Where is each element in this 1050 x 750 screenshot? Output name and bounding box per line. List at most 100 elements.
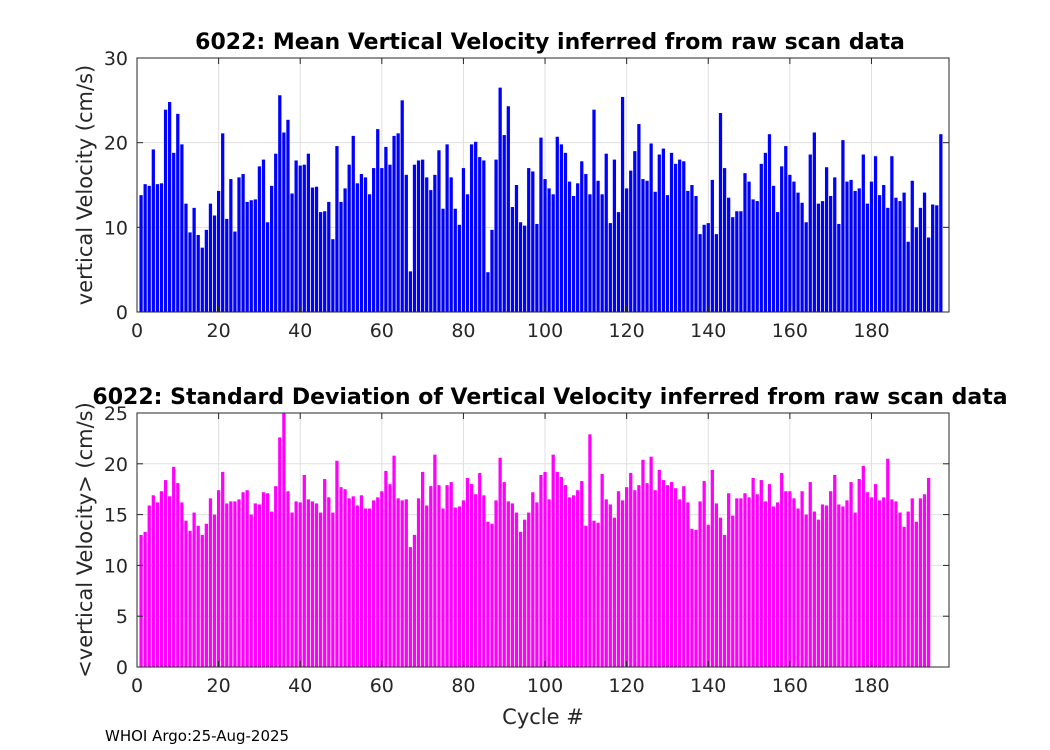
mean-bar xyxy=(551,194,555,312)
std-bar xyxy=(771,506,776,667)
std-bar xyxy=(604,499,608,667)
std-bar xyxy=(229,501,233,667)
mean-bar xyxy=(367,194,372,312)
mean-x-tick-label: 120 xyxy=(609,320,645,342)
mean-bar xyxy=(314,186,319,312)
std-bar xyxy=(139,534,143,667)
mean-bar xyxy=(245,201,249,312)
mean-bar xyxy=(559,144,563,312)
std-bar xyxy=(706,524,710,667)
std-bar xyxy=(359,495,364,667)
std-bar xyxy=(514,512,519,667)
mean-bar xyxy=(380,168,384,312)
mean-bar xyxy=(461,168,466,312)
std-bar xyxy=(555,471,559,667)
std-y-tick-label: 5 xyxy=(116,606,128,628)
mean-bar xyxy=(376,129,380,312)
std-bar xyxy=(486,521,490,667)
std-bar xyxy=(878,500,882,667)
std-bar xyxy=(339,487,343,667)
mean-bar xyxy=(237,177,241,312)
std-bar xyxy=(237,499,241,667)
mean-bar xyxy=(812,132,816,312)
std-bar xyxy=(441,508,445,667)
mean-bar xyxy=(563,152,568,312)
mean-bar xyxy=(486,272,490,312)
mean-x-tick-label: 140 xyxy=(690,320,726,342)
mean-bar xyxy=(841,140,845,312)
mean-bar xyxy=(771,185,776,312)
mean-bar xyxy=(922,192,927,312)
mean-bar xyxy=(412,164,417,312)
std-bar xyxy=(498,457,502,667)
std-bar xyxy=(547,499,551,667)
std-bar xyxy=(829,491,833,667)
std-y-tick-label: 10 xyxy=(104,555,128,577)
mean-bar xyxy=(347,164,351,312)
std-bar xyxy=(298,502,302,667)
mean-bar xyxy=(792,181,796,312)
std-bar xyxy=(727,493,731,667)
std-bar xyxy=(714,503,719,667)
mean-bar xyxy=(518,222,523,312)
mean-bar xyxy=(392,135,396,312)
std-bar xyxy=(894,501,898,667)
mean-bar xyxy=(824,167,829,312)
std-bar xyxy=(543,471,547,667)
mean-x-tick-label: 20 xyxy=(207,320,231,342)
std-bar xyxy=(767,484,772,667)
mean-bar xyxy=(527,168,531,312)
std-bar xyxy=(351,496,355,667)
mean-bar xyxy=(833,177,837,312)
std-bar xyxy=(531,492,535,667)
std-bar xyxy=(669,482,674,667)
mean-bar xyxy=(567,181,572,312)
std-bar xyxy=(327,497,331,667)
std-bar xyxy=(151,495,155,667)
std-bar xyxy=(408,547,413,667)
mean-bar xyxy=(608,223,612,312)
std-bar xyxy=(576,490,580,667)
mean-bar xyxy=(355,183,359,312)
mean-bar xyxy=(531,171,535,312)
mean-chart-title: 6022: Mean Vertical Velocity inferred fr… xyxy=(195,30,905,55)
std-bar xyxy=(163,480,168,667)
std-bar xyxy=(225,503,229,667)
mean-bar xyxy=(212,215,217,312)
mean-bar xyxy=(221,133,225,312)
mean-bar xyxy=(147,185,151,312)
mean-bar xyxy=(678,159,682,312)
mean-bar xyxy=(396,133,400,312)
std-bar xyxy=(563,485,568,667)
std-bar xyxy=(645,483,649,667)
mean-bar xyxy=(188,232,192,312)
std-bar xyxy=(551,454,555,667)
std-bar xyxy=(718,517,723,667)
mean-bar xyxy=(298,165,302,312)
mean-bar xyxy=(910,180,914,312)
std-bar xyxy=(739,498,743,667)
std-bar xyxy=(380,491,384,667)
mean-bar xyxy=(469,144,474,312)
std-bar xyxy=(159,491,164,667)
mean-bar xyxy=(596,180,600,312)
mean-bar xyxy=(894,197,898,312)
mean-bar xyxy=(849,179,853,312)
std-bar xyxy=(445,485,449,667)
std-bar xyxy=(335,460,339,667)
std-bar xyxy=(833,474,837,667)
std-bars xyxy=(139,413,931,667)
mean-x-tick-label: 40 xyxy=(288,320,312,342)
mean-bar xyxy=(408,271,413,312)
mean-bar xyxy=(139,195,143,312)
mean-bar xyxy=(935,205,939,312)
std-bar xyxy=(539,474,543,667)
mean-x-tick-label: 100 xyxy=(527,320,563,342)
mean-bar xyxy=(159,183,164,312)
mean-bar xyxy=(686,190,690,312)
mean-bar xyxy=(706,223,710,312)
std-bar xyxy=(559,477,563,667)
std-bar xyxy=(421,471,425,667)
mean-x-tick-label: 80 xyxy=(451,320,475,342)
std-bar xyxy=(588,434,592,667)
